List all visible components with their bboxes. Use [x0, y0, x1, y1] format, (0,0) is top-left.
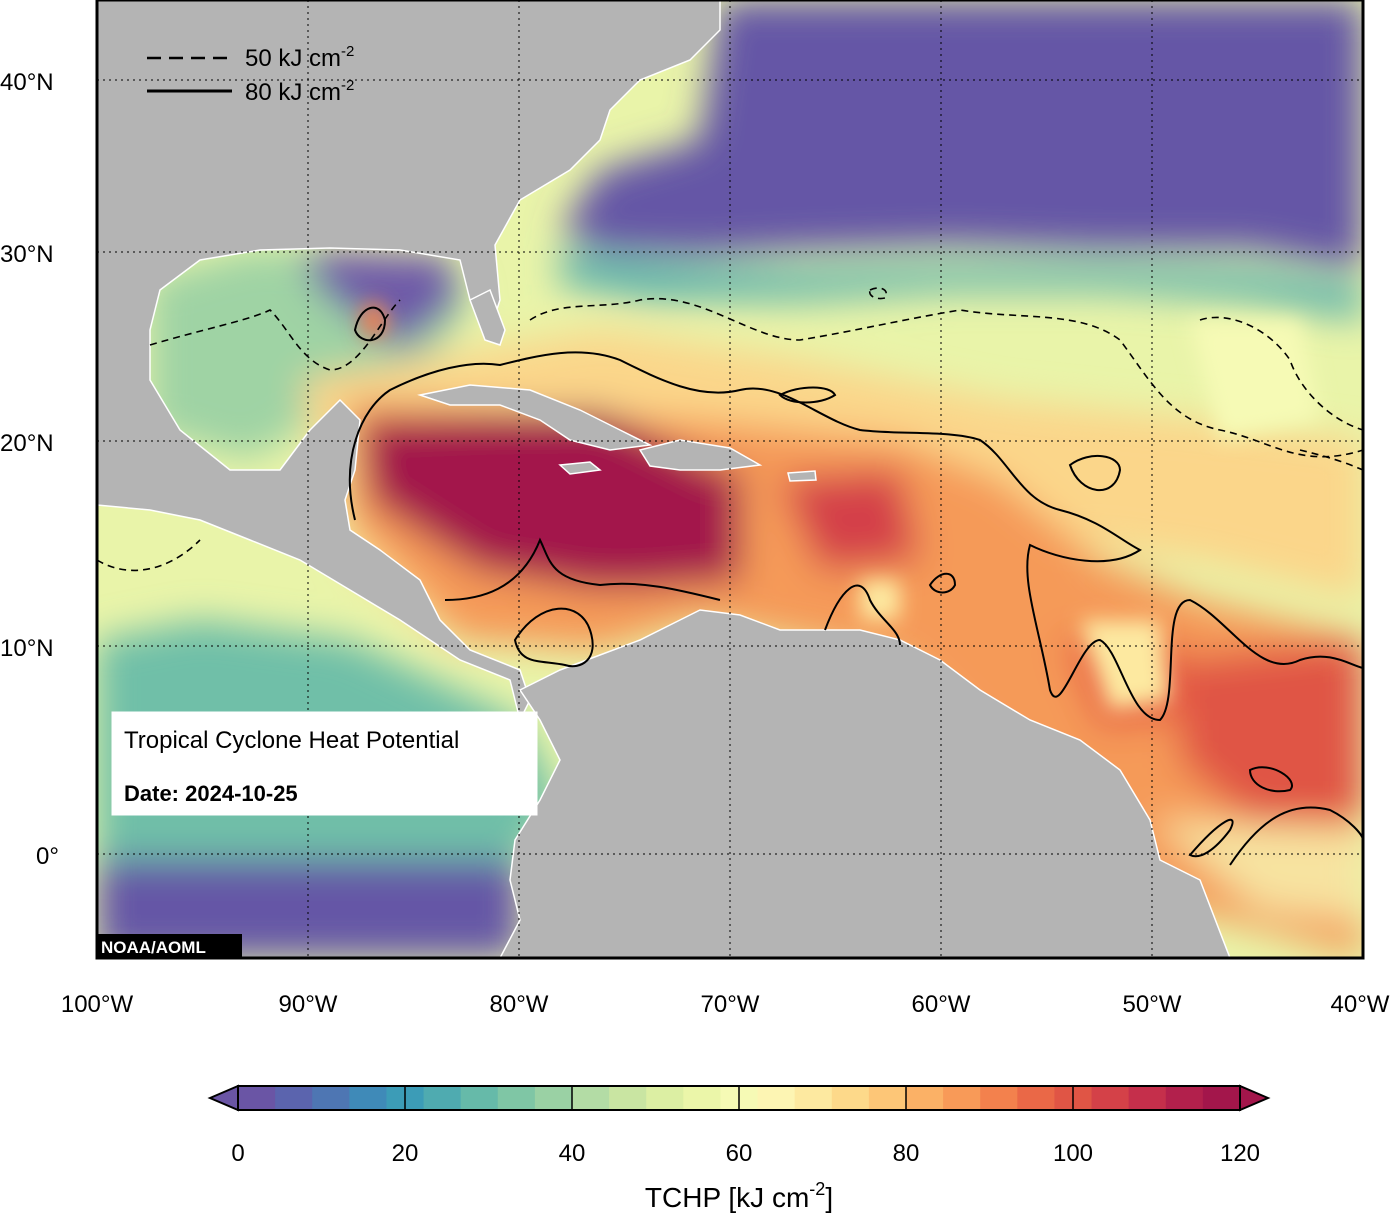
contours: [97, 287, 1363, 866]
contour-legend: 50 kJ cm-2 80 kJ cm-2: [147, 43, 354, 106]
colorbar-cell: [275, 1086, 313, 1110]
colorbar-tick-60: 60: [726, 1140, 753, 1167]
colorbar-tick-0: 0: [231, 1140, 244, 1167]
lat-label-20n: 20°N: [0, 430, 54, 457]
contour-80: [348, 306, 1363, 866]
colorbar-tick-80: 80: [893, 1140, 920, 1167]
lon-label-80w: 80°W: [490, 991, 549, 1018]
colorbar-cell: [423, 1086, 462, 1110]
colorbar-max-arrow: [1239, 1084, 1271, 1112]
colorbar: 0 20 40 60 80 100 120 TCHP [kJ cm-2]: [207, 1084, 1271, 1213]
colorbar-cell: [980, 1086, 1018, 1110]
colorbar-cell: [312, 1086, 350, 1110]
lat-label-10n: 10°N: [0, 635, 54, 662]
lon-label-50w: 50°W: [1123, 991, 1182, 1018]
lon-label-100w: 100°W: [61, 991, 134, 1018]
colorbar-cell: [831, 1086, 870, 1110]
credit-badge: NOAA/AOML: [97, 934, 242, 958]
lon-label-90w: 90°W: [279, 991, 338, 1018]
lon-label-70w: 70°W: [701, 991, 760, 1018]
colorbar-cell: [460, 1086, 499, 1110]
colorbar-tick-120: 120: [1220, 1140, 1260, 1167]
colorbar-cell: [906, 1086, 944, 1110]
colorbar-tick-40: 40: [559, 1140, 586, 1167]
legend-80-label: 80 kJ cm-2: [245, 77, 354, 106]
colorbar-cell: [1091, 1086, 1130, 1110]
colorbar-cell: [943, 1086, 981, 1110]
colorbar-cell: [1165, 1086, 1204, 1110]
colorbar-cell: [572, 1086, 610, 1110]
colorbar-cell: [683, 1086, 722, 1110]
colorbar-cell: [238, 1086, 276, 1110]
colorbar-cell: [646, 1086, 684, 1110]
colorbar-label: TCHP [kJ cm-2]: [645, 1179, 833, 1213]
colorbar-cell: [349, 1086, 388, 1110]
colorbar-cell: [868, 1086, 907, 1110]
colorbar-cell: [1202, 1086, 1241, 1110]
colorbar-cell: [534, 1086, 573, 1110]
colorbar-tick-100: 100: [1053, 1140, 1093, 1167]
colorbar-cell: [794, 1086, 833, 1110]
colorbar-tick-20: 20: [392, 1140, 419, 1167]
plot-frame: [95, 0, 1365, 960]
lat-label-30n: 30°N: [0, 241, 54, 268]
info-box: Tropical Cyclone Heat Potential Date: 20…: [111, 711, 538, 816]
lat-label-equator: 0°: [36, 843, 59, 870]
info-date: Date: 2024-10-25: [124, 781, 298, 806]
lon-label-40w: 40°W: [1331, 991, 1390, 1018]
land: [97, 0, 1231, 958]
info-title: Tropical Cyclone Heat Potential: [124, 727, 459, 754]
lon-label-60w: 60°W: [912, 991, 971, 1018]
latitude-labels: 40°N 30°N 20°N 10°N 0°: [0, 69, 59, 870]
colorbar-min-arrow: [207, 1084, 239, 1112]
credit-text: NOAA/AOML: [101, 938, 206, 957]
colorbar-cell: [609, 1086, 647, 1110]
colorbar-cell: [1017, 1086, 1056, 1110]
colorbar-cell: [757, 1086, 796, 1110]
longitude-labels: 100°W 90°W 80°W 70°W 60°W 50°W 40°W: [61, 991, 1390, 1018]
colorbar-cell: [497, 1086, 536, 1110]
lat-label-40n: 40°N: [0, 69, 54, 96]
legend-50-label: 50 kJ cm-2: [245, 43, 354, 72]
colorbar-cell: [1128, 1086, 1167, 1110]
contour-50: [97, 287, 1363, 572]
